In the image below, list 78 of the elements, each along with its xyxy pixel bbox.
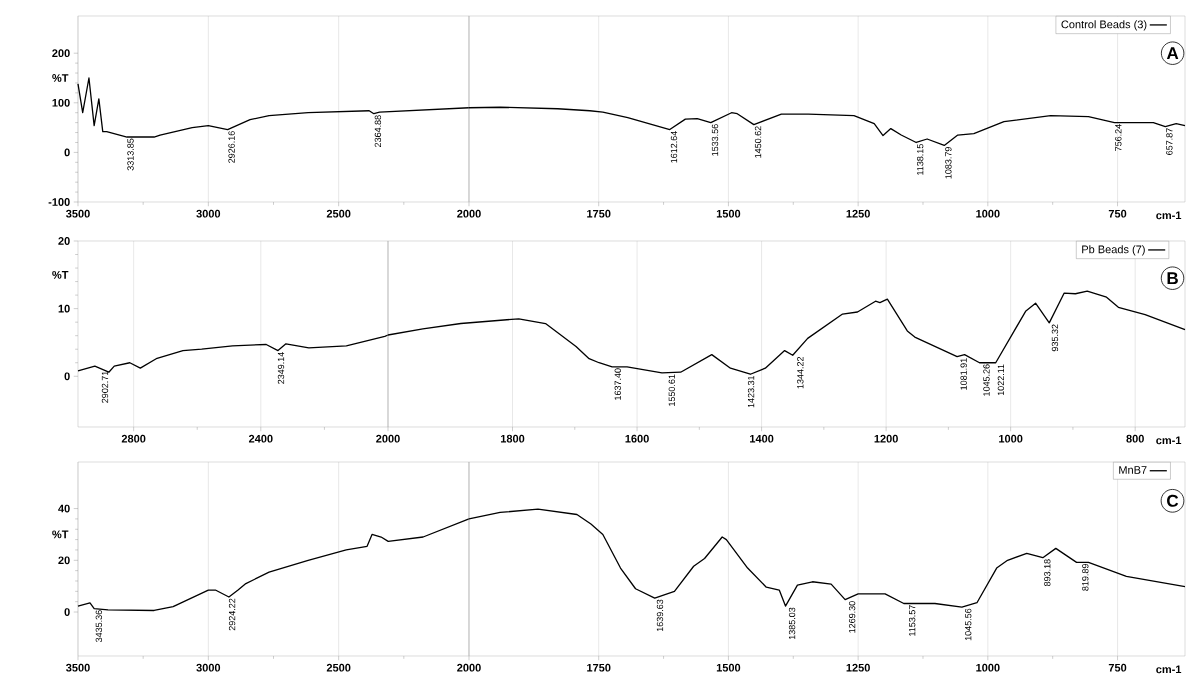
x-tick-label: 1000	[999, 434, 1023, 443]
y-axis-title: %T	[52, 74, 69, 82]
annotation: 1423.31	[747, 375, 755, 408]
annotation: 1533.56	[711, 124, 719, 156]
x-tick-label: 2000	[376, 434, 400, 443]
annotation: 1639.63	[656, 599, 664, 632]
x-tick-label: 3500	[66, 663, 90, 672]
y-tick-label: 40	[58, 504, 70, 513]
annotation: C	[1167, 494, 1179, 507]
y-tick-label: -100	[48, 198, 70, 206]
x-tick-label: 3500	[66, 209, 90, 218]
x-tick-label: 2500	[326, 663, 351, 672]
annotation: 1637.40	[614, 368, 621, 400]
annotation: 1045.26	[983, 364, 990, 396]
x-tick-label: 2500	[326, 209, 351, 218]
y-tick-label: 0	[64, 608, 70, 616]
y-axis-title: %T	[52, 530, 69, 539]
annotation: 2926.16	[228, 131, 235, 163]
y-tick-label: 20	[58, 237, 70, 245]
x-tick-label: 2000	[457, 209, 481, 218]
legend-label: Control Beads (3)	[1061, 20, 1147, 31]
y-tick-label: 200	[52, 49, 70, 58]
annotation: 1344.22	[797, 356, 804, 389]
x-tick-label: 1600	[625, 434, 649, 443]
annotation: A	[1166, 47, 1179, 60]
annotation: 3313.85	[127, 138, 134, 171]
annotation: 935.32	[1051, 324, 1059, 352]
y-tick-label: 100	[52, 98, 70, 107]
annotation: 819.89	[1082, 564, 1089, 591]
x-tick-label: 3000	[196, 663, 221, 672]
annotation: 1045.56	[965, 608, 972, 641]
annotation: B	[1167, 272, 1178, 285]
x-tick-label: 1250	[846, 209, 870, 218]
y-tick-label: 0	[64, 372, 70, 381]
annotation: 756.24	[1115, 124, 1122, 151]
x-tick-label: 2800	[121, 434, 146, 443]
annotation: 3435.36	[95, 610, 103, 643]
annotation: 1612.64	[670, 131, 678, 163]
x-tick-label: 1500	[716, 663, 741, 672]
annotation: 2364.88	[374, 115, 382, 147]
x-tick-label: 1800	[500, 434, 525, 443]
x-tick-label: 800	[1126, 434, 1144, 443]
x-tick-label: 2000	[457, 663, 481, 672]
x-tick-label: 750	[1108, 663, 1127, 672]
annotation: 2924.22	[228, 598, 236, 631]
annotation: 1385.03	[788, 607, 796, 640]
x-tick-label: 3000	[196, 209, 221, 218]
y-axis-title: %T	[52, 270, 69, 279]
x-tick-label: 1500	[716, 209, 741, 218]
x-tick-label: 1000	[976, 209, 1000, 218]
x-tick-label: 1750	[587, 209, 611, 218]
x-tick-label: 1000	[976, 663, 1000, 672]
legend-label: MnB7	[1119, 466, 1147, 474]
y-tick-label: 20	[58, 556, 70, 565]
x-tick-label: 1250	[846, 663, 870, 672]
annotation: 2902.71	[101, 371, 109, 403]
x-tick-label: 1750	[587, 663, 611, 672]
x-axis-title: cm-1	[1156, 436, 1182, 445]
annotation: 1550.61	[668, 374, 676, 406]
annotation: 1138.15	[916, 144, 924, 175]
y-tick-label: 10	[58, 304, 70, 313]
annotation: 1153.57	[908, 605, 916, 636]
annotation: 1450.62	[754, 126, 762, 158]
x-tick-label: 2400	[248, 434, 273, 443]
legend-label: Pb Beads (7)	[1082, 245, 1145, 256]
x-tick-label: 750	[1108, 209, 1127, 218]
x-axis-title: cm-1	[1156, 665, 1182, 674]
x-tick-label: 1400	[750, 434, 774, 443]
annotation: 1081.91	[960, 358, 967, 390]
x-tick-label: 1200	[874, 434, 898, 443]
x-axis-title: cm-1	[1156, 211, 1182, 220]
annotation: 657.87	[1166, 128, 1173, 155]
annotation: 2349.14	[277, 352, 285, 384]
annotation: 1083.79	[945, 147, 952, 179]
annotation: 1269.30	[848, 601, 856, 633]
y-tick-label: 0	[64, 148, 70, 157]
annotation: 1022.11	[997, 364, 1005, 396]
annotation: 893.18	[1044, 559, 1051, 587]
